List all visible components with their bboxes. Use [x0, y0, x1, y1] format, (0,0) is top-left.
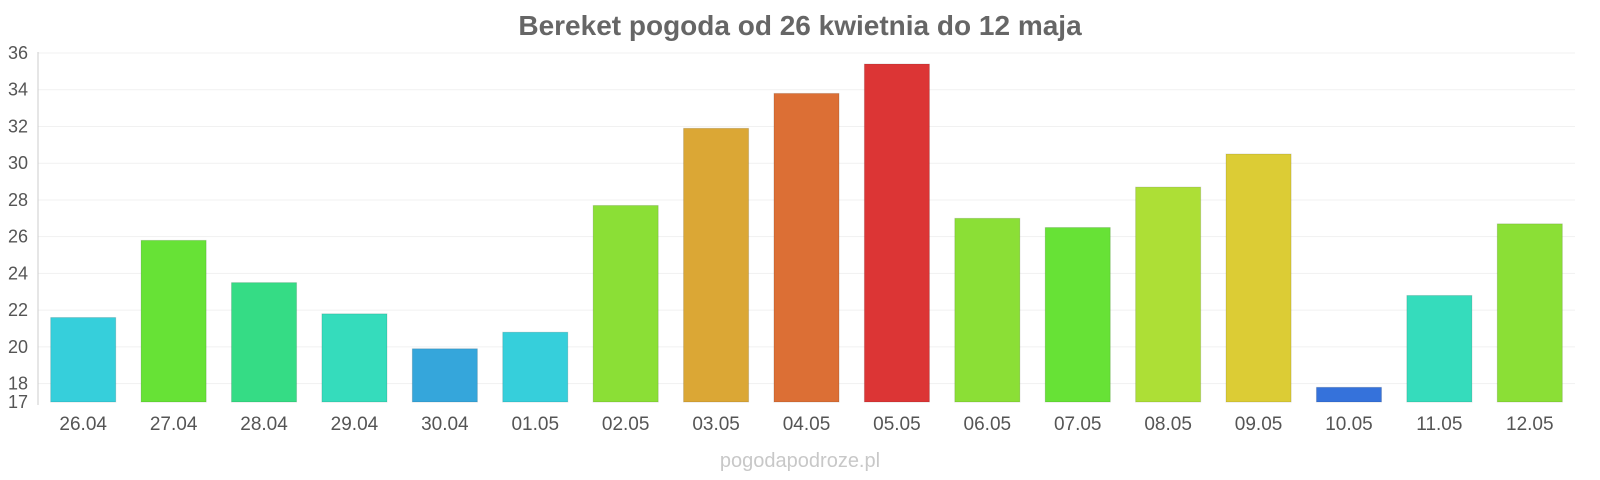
y-tick-label: 32 — [8, 116, 28, 136]
y-tick-label: 20 — [8, 337, 28, 357]
bar-09.05 — [1225, 153, 1292, 403]
x-tick-label: 08.05 — [1144, 414, 1192, 435]
y-tick-label: 22 — [8, 300, 28, 320]
bar-07.05 — [1044, 227, 1111, 403]
bar-10.05 — [1315, 386, 1383, 403]
y-tick-label: 18 — [8, 374, 28, 394]
y-tick-label: 26 — [8, 227, 28, 247]
y-tick-label: 30 — [8, 153, 28, 173]
x-tick-label: 09.05 — [1235, 414, 1283, 435]
x-tick-label: 30.04 — [421, 414, 469, 435]
y-tick-label: 34 — [8, 80, 28, 100]
x-tick-label: 29.04 — [331, 414, 379, 435]
bar-28.04 — [230, 282, 298, 403]
bar-11.05 — [1406, 294, 1473, 403]
x-tick-label: 01.05 — [511, 414, 559, 435]
y-tick-label: 36 — [8, 43, 28, 63]
x-tick-label: 03.05 — [692, 414, 740, 435]
bar-08.05 — [1135, 186, 1202, 403]
bars — [50, 63, 1563, 403]
bar-05.05 — [863, 63, 930, 403]
x-tick-label: 06.05 — [964, 414, 1012, 435]
x-tick-label: 27.04 — [150, 414, 198, 435]
bar-26.04 — [50, 317, 117, 403]
y-tick-label: 28 — [8, 190, 28, 210]
bar-01.05 — [502, 331, 569, 403]
x-tick-label: 04.05 — [783, 414, 831, 435]
bar-27.04 — [140, 239, 207, 403]
bar-02.05 — [592, 204, 659, 403]
x-tick-label: 11.05 — [1416, 414, 1462, 435]
x-tick-label: 05.05 — [873, 414, 921, 435]
bar-29.04 — [321, 313, 388, 403]
y-tick-label: 24 — [8, 263, 28, 283]
x-tick-label: 07.05 — [1054, 414, 1102, 435]
x-tick-label: 28.04 — [240, 414, 288, 435]
bar-04.05 — [773, 92, 840, 403]
x-tick-label: 10.05 — [1325, 414, 1373, 435]
bar-03.05 — [683, 127, 750, 403]
y-tick-label: 17 — [8, 392, 28, 412]
source-watermark: pogodapodroze.pl — [719, 450, 881, 472]
x-axis-labels: 26.04 27.04 28.04 29.04 30.04 01.05 02.05 03.05… — [59, 414, 1553, 435]
bar-30.04 — [411, 348, 478, 403]
x-tick-label: 26.04 — [59, 414, 107, 435]
x-tick-label: 12.05 — [1506, 414, 1554, 435]
bar-12.05 — [1496, 223, 1563, 403]
bar-06.05 — [954, 217, 1021, 403]
chart-title: Bereket pogoda od 26 kwietnia do 12 maja — [518, 10, 1082, 41]
x-tick-label: 02.05 — [602, 414, 650, 435]
